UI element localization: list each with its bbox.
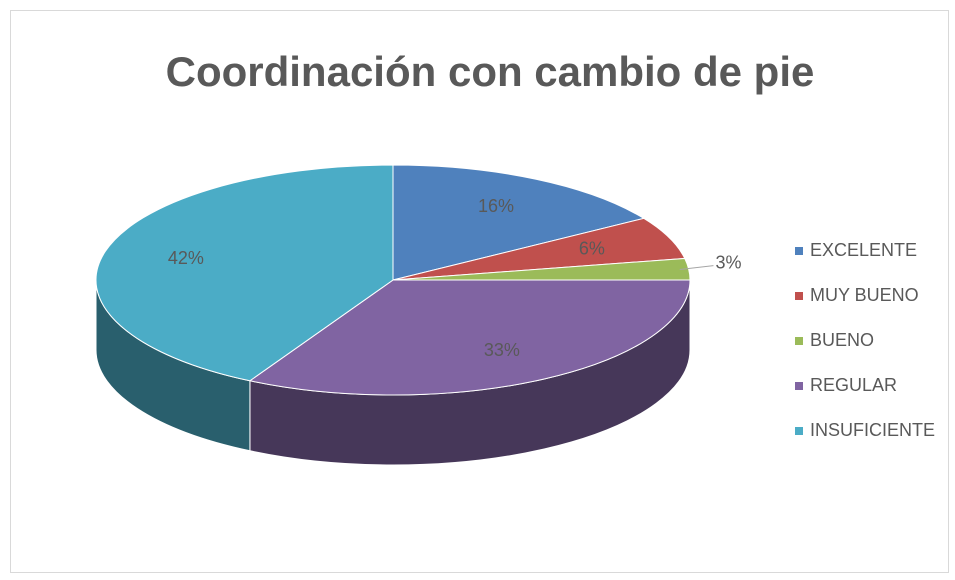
pie-slice <box>248 279 691 396</box>
data-label: 33% <box>484 340 520 360</box>
legend-swatch <box>795 292 803 300</box>
legend-swatch <box>795 382 803 390</box>
data-label: 16% <box>478 196 514 216</box>
chart-title: Coordinación con cambio de pie <box>166 48 815 95</box>
legend-swatch <box>795 427 803 435</box>
legend-label: REGULAR <box>810 375 897 395</box>
pie-slice <box>95 164 394 382</box>
leader-line <box>679 265 714 270</box>
data-label: 42% <box>168 248 204 268</box>
legend-swatch <box>795 337 803 345</box>
data-label: 3% <box>715 252 741 272</box>
legend-label: MUY BUENO <box>810 285 919 305</box>
pie-slice <box>392 164 646 281</box>
legend-label: INSUFICIENTE <box>810 420 935 440</box>
legend-label: EXCELENTE <box>810 240 917 260</box>
legend-swatch <box>795 247 803 255</box>
legend-label: BUENO <box>810 330 874 350</box>
data-label: 6% <box>579 238 605 258</box>
